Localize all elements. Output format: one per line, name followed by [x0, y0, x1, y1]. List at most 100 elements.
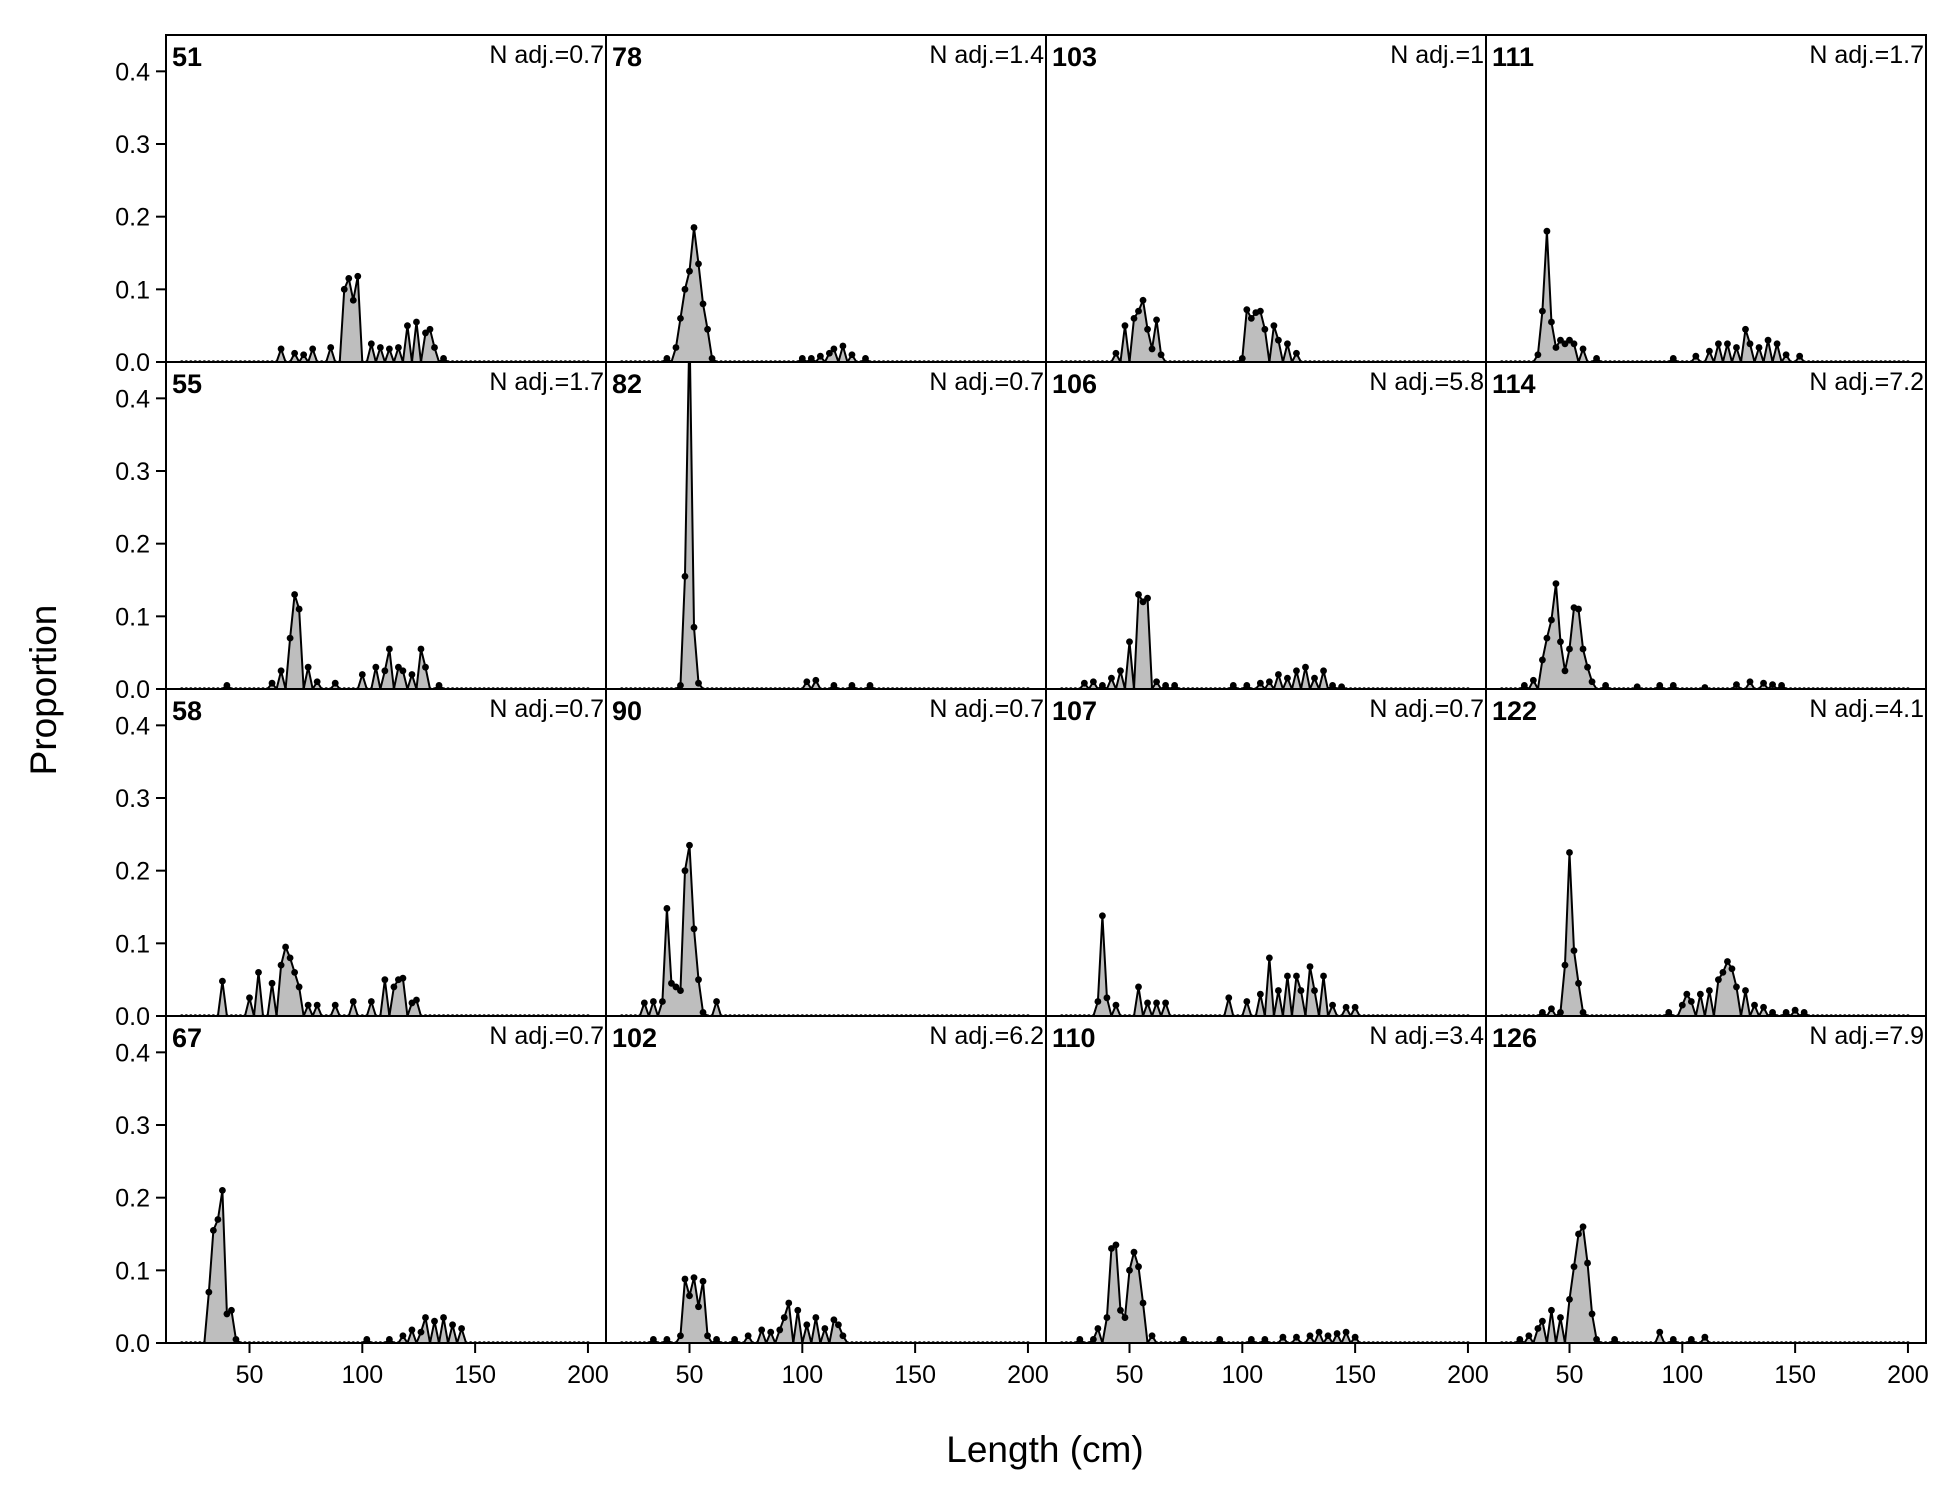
panel-114-point	[1584, 663, 1591, 671]
panel-102-point	[780, 1314, 788, 1321]
panel-114-label: 114	[1492, 369, 1536, 399]
panel-111-point	[1715, 340, 1722, 348]
panel-51-label: 51	[172, 42, 202, 72]
panel-114-point	[1701, 684, 1709, 689]
panel-107-point	[1293, 972, 1300, 980]
panel-58-point	[246, 994, 253, 1002]
panel-122-point	[1687, 998, 1695, 1005]
panel-78-point	[848, 351, 856, 359]
panel-111-point	[1746, 340, 1754, 348]
panel-106-point	[1117, 667, 1124, 675]
panel-107-point	[1256, 990, 1264, 998]
panel-78-point	[677, 315, 684, 322]
panel-107-point	[1329, 1001, 1336, 1009]
panel-122-point	[1782, 1008, 1790, 1016]
panel-82-point	[812, 676, 820, 684]
panel-114-point	[1778, 681, 1785, 689]
x-tick-label: 150	[1774, 1361, 1816, 1389]
panel-107-point	[1099, 912, 1106, 920]
panel-110-point	[1121, 1314, 1129, 1321]
panel-51-point	[404, 322, 411, 330]
panel-106-point	[1302, 663, 1309, 671]
panel-58-point	[291, 969, 299, 976]
panel-67-point	[440, 1314, 447, 1321]
panel-102-point	[690, 1274, 698, 1281]
panel-126-point	[1575, 1230, 1582, 1238]
panel-111-point	[1561, 340, 1569, 348]
panel-106-point	[1293, 667, 1300, 675]
panel-107-point	[1306, 963, 1314, 970]
panel-122-point	[1570, 947, 1578, 954]
panel-102-point	[699, 1277, 707, 1285]
panel-58-label: 58	[172, 696, 202, 726]
panel-122-point	[1733, 983, 1740, 991]
panel-126-point	[1579, 1223, 1587, 1231]
panel-51-point	[395, 344, 402, 351]
y-tick-label: 0.4	[115, 58, 150, 86]
panel-106-point	[1265, 678, 1273, 686]
panel-106-point	[1284, 674, 1291, 682]
panel-110-point	[1293, 1333, 1300, 1341]
panel-78-point	[825, 349, 833, 357]
panel-82-point	[677, 681, 684, 689]
x-tick-label: 50	[1556, 1361, 1584, 1389]
panel-51-point	[309, 345, 317, 353]
panel-90-point	[640, 999, 648, 1007]
panel-102-plot	[619, 1274, 1030, 1343]
panel-58-point	[367, 998, 375, 1005]
panel-106-point	[1108, 674, 1115, 682]
y-tick-label: 0.1	[115, 930, 150, 958]
panel-90-point	[663, 905, 671, 912]
panel-106-point	[1139, 598, 1147, 606]
panel-106-point	[1338, 683, 1345, 689]
panel-107: 107 N adj.=0.7	[1045, 688, 1487, 1017]
panel-67-point	[219, 1187, 226, 1194]
panel-122-point	[1665, 1008, 1673, 1016]
panel-55-n-adj: N adj.=1.7	[489, 368, 604, 396]
panel-111-frame	[1485, 34, 1927, 363]
panel-114-point	[1633, 683, 1641, 689]
panel-67: 67 N adj.=0.7	[165, 1015, 607, 1344]
panel-55-point	[295, 605, 303, 613]
panel-103-label: 103	[1052, 42, 1097, 72]
panel-107-point	[1153, 999, 1160, 1007]
panel-103-point	[1275, 336, 1282, 344]
panel-102-point	[776, 1326, 784, 1334]
panel-102-point	[839, 1332, 847, 1340]
panel-103-point	[1247, 315, 1255, 322]
panel-122-point	[1728, 965, 1736, 973]
panel-78-point	[708, 354, 716, 362]
panel-122-point	[1742, 987, 1749, 994]
panel-78-point	[695, 260, 702, 268]
y-axis-ticks: 0.0 0.1 0.2 0.3 0.4 0.0 0.1 0.2 0.3 0.4 0.0 0.1 0.2 0…	[115, 58, 166, 1358]
panel-114-point	[1561, 667, 1569, 675]
panel-110-point	[1261, 1335, 1269, 1343]
panel-102-point	[821, 1325, 829, 1332]
panel-106-n-adj: N adj.=5.8	[1369, 368, 1484, 396]
panel-102-label: 102	[612, 1023, 657, 1053]
panel-90-point	[690, 925, 698, 933]
panel-122-point	[1696, 990, 1704, 998]
panel-102-point	[681, 1275, 689, 1283]
panel-114-point	[1588, 678, 1596, 686]
panel-102-point	[812, 1314, 820, 1321]
panel-110-point	[1117, 1306, 1124, 1314]
panel-58-point	[286, 954, 294, 962]
panel-126-point	[1701, 1333, 1709, 1341]
panel-55-point	[395, 663, 402, 671]
panel-58-point	[304, 1001, 312, 1009]
panel-103-point	[1284, 340, 1291, 348]
panel-110-point	[1180, 1335, 1188, 1343]
panel-58-point	[313, 1001, 321, 1009]
y-tick-label: 0.2	[115, 531, 150, 559]
panel-111-point	[1733, 344, 1740, 351]
panel-110-label: 110	[1052, 1023, 1096, 1053]
panel-55-point	[313, 678, 321, 686]
panel-58-frame	[165, 688, 607, 1017]
panel-51-point	[440, 354, 447, 362]
panel-102-point	[835, 1321, 842, 1329]
panel-111-point	[1543, 227, 1551, 235]
panel-82-point	[866, 681, 874, 689]
panel-126-point	[1588, 1310, 1596, 1318]
panel-103-point	[1148, 345, 1156, 353]
